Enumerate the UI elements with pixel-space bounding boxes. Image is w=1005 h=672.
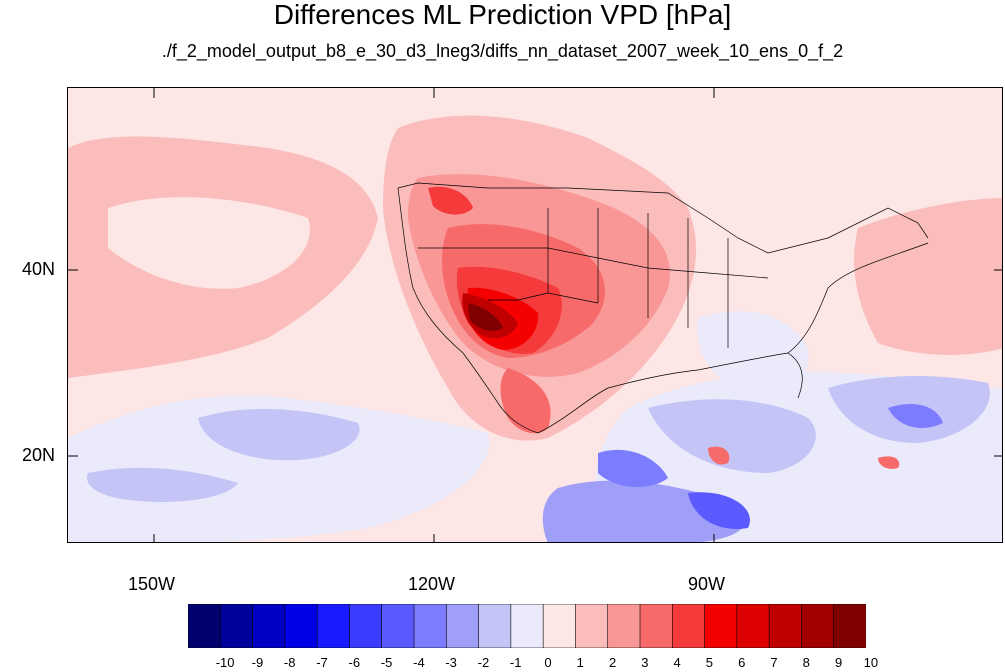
colorbar-tick-label: -1 xyxy=(509,655,522,670)
vpd-difference-map xyxy=(68,88,1002,542)
colorbar-swatch xyxy=(219,604,254,648)
map-panel xyxy=(67,87,1003,543)
colorbar-tick-label: -4 xyxy=(413,655,425,670)
colorbar-tick-label: -7 xyxy=(316,655,328,670)
colorbar-tick-label: -3 xyxy=(445,655,457,670)
map-subtitle: ./f_2_model_output_b8_e_30_d3_lneg3/diff… xyxy=(161,41,844,61)
colorbar-tick-label: -9 xyxy=(251,655,264,670)
colorbar-swatch xyxy=(768,604,803,648)
colorbar-swatch xyxy=(607,604,641,648)
colorbar-swatch xyxy=(510,604,544,648)
colorbar-tick-label: 4 xyxy=(673,655,681,670)
colorbar xyxy=(188,604,866,648)
lon-label-150w: 150W xyxy=(128,574,176,594)
colorbar-tick-label: 8 xyxy=(802,655,810,670)
colorbar-swatch xyxy=(381,604,415,648)
lat-label-40n: 40N xyxy=(22,259,56,279)
map-title: Differences ML Prediction VPD [hPa] xyxy=(273,0,732,30)
colorbar-swatch xyxy=(413,604,448,648)
colorbar-swatch xyxy=(575,604,609,648)
colorbar-swatch xyxy=(833,604,866,648)
lon-label-120w: 120W xyxy=(408,574,456,594)
colorbar-tick-label: -5 xyxy=(380,655,393,670)
colorbar-swatch xyxy=(316,604,351,648)
colorbar-swatch xyxy=(671,604,706,648)
colorbar-tick-label: -2 xyxy=(477,655,490,670)
colorbar-tick-label: 2 xyxy=(608,655,617,670)
colorbar-tick-label: 1 xyxy=(576,655,584,670)
colorbar-swatch xyxy=(542,604,577,648)
colorbar-swatch xyxy=(284,604,318,648)
colorbar-tick-label: 0 xyxy=(544,655,552,670)
colorbar-tick-label: 7 xyxy=(770,655,778,670)
colorbar-swatch xyxy=(801,604,835,648)
colorbar-swatch xyxy=(252,604,286,648)
colorbar-tick-label: 5 xyxy=(705,655,714,670)
colorbar-tick-label: 3 xyxy=(641,655,649,670)
colorbar-tick-label: 9 xyxy=(834,655,843,670)
lon-label-90w: 90W xyxy=(688,574,726,594)
colorbar-tick-label: -8 xyxy=(283,655,296,670)
colorbar-swatch xyxy=(445,604,480,648)
colorbar-swatch xyxy=(736,604,770,648)
colorbar-swatch xyxy=(704,604,738,648)
colorbar-tick-label: -6 xyxy=(348,655,361,670)
lat-label-20n: 20N xyxy=(22,445,56,465)
colorbar-tick-label: 10 xyxy=(863,655,879,670)
colorbar-swatch xyxy=(639,604,674,648)
colorbar-swatch xyxy=(188,604,222,648)
colorbar-swatch xyxy=(349,604,383,648)
colorbar-swatch xyxy=(478,604,512,648)
colorbar-tick-label: 6 xyxy=(738,655,746,670)
colorbar-tick-label: -10 xyxy=(215,655,235,670)
